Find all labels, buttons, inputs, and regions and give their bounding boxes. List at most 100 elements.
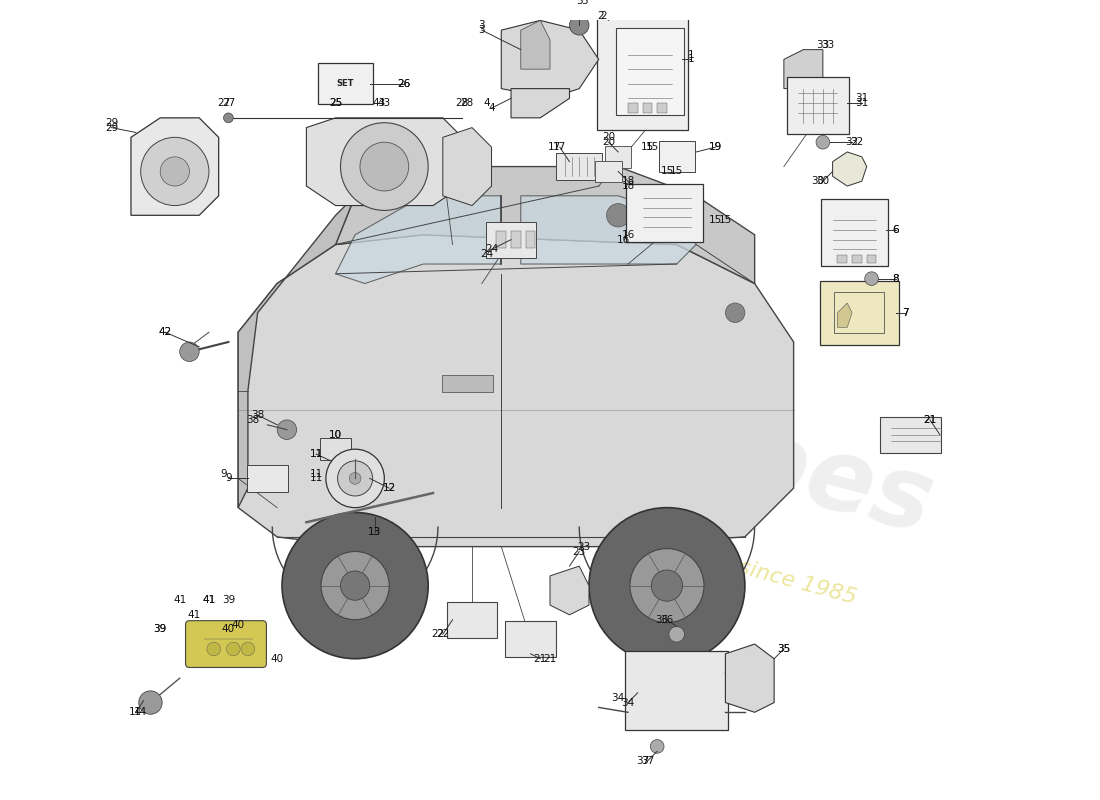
Text: 35: 35 <box>778 644 791 654</box>
Polygon shape <box>502 20 598 98</box>
Text: 2: 2 <box>601 10 607 21</box>
Text: 42: 42 <box>158 327 172 338</box>
Circle shape <box>669 626 684 642</box>
Polygon shape <box>725 644 774 712</box>
FancyBboxPatch shape <box>605 146 631 167</box>
FancyBboxPatch shape <box>597 18 689 130</box>
Text: 15: 15 <box>660 166 673 177</box>
Text: 27: 27 <box>222 98 235 108</box>
Text: 33: 33 <box>821 40 835 50</box>
Text: 18: 18 <box>621 181 635 191</box>
Text: 3: 3 <box>478 20 485 30</box>
Polygon shape <box>550 566 588 615</box>
Text: SET: SET <box>337 79 354 88</box>
Text: 22: 22 <box>431 630 444 639</box>
FancyBboxPatch shape <box>659 142 695 173</box>
Text: 14: 14 <box>129 707 143 718</box>
Circle shape <box>179 342 199 362</box>
Text: 8: 8 <box>892 274 900 284</box>
Polygon shape <box>239 196 355 508</box>
Text: 27: 27 <box>217 98 230 108</box>
FancyBboxPatch shape <box>616 28 683 115</box>
Text: 41: 41 <box>202 595 216 606</box>
Circle shape <box>725 303 745 322</box>
Circle shape <box>241 642 255 656</box>
Polygon shape <box>131 118 219 215</box>
FancyBboxPatch shape <box>595 161 621 182</box>
Polygon shape <box>512 89 570 118</box>
Polygon shape <box>336 196 502 283</box>
Text: 15: 15 <box>641 142 654 152</box>
Text: 37: 37 <box>641 756 654 766</box>
Text: 43: 43 <box>373 98 386 108</box>
Text: 11: 11 <box>309 469 322 478</box>
Text: 38: 38 <box>246 415 260 425</box>
Text: 1: 1 <box>688 54 694 64</box>
Text: 19: 19 <box>710 142 723 152</box>
Text: 1: 1 <box>688 50 694 59</box>
Text: 15: 15 <box>646 142 659 152</box>
Text: 11: 11 <box>309 474 322 483</box>
FancyBboxPatch shape <box>246 466 288 491</box>
Text: 21: 21 <box>923 415 937 425</box>
Text: 38: 38 <box>251 410 264 420</box>
FancyBboxPatch shape <box>880 417 940 453</box>
Circle shape <box>570 15 589 35</box>
FancyBboxPatch shape <box>486 222 537 258</box>
Text: 39: 39 <box>154 625 167 634</box>
Text: 41: 41 <box>173 595 186 606</box>
FancyBboxPatch shape <box>626 184 703 242</box>
Text: 31: 31 <box>855 98 869 108</box>
Text: 17: 17 <box>553 142 566 152</box>
FancyBboxPatch shape <box>821 198 888 266</box>
Text: 26: 26 <box>397 78 410 89</box>
Text: 21: 21 <box>543 654 557 664</box>
Polygon shape <box>520 196 696 264</box>
Circle shape <box>651 570 682 602</box>
Circle shape <box>341 571 370 600</box>
Text: 37: 37 <box>636 756 649 766</box>
Text: 43: 43 <box>377 98 390 108</box>
Text: 15: 15 <box>670 166 683 177</box>
Text: 19: 19 <box>710 142 723 152</box>
Text: 7: 7 <box>902 308 909 318</box>
Text: 10: 10 <box>329 430 342 439</box>
Text: 6: 6 <box>892 225 900 235</box>
Text: 12: 12 <box>383 483 396 493</box>
FancyBboxPatch shape <box>852 255 861 263</box>
Text: 12: 12 <box>383 483 396 493</box>
Circle shape <box>650 739 664 754</box>
Text: 40: 40 <box>222 625 235 634</box>
Text: 5: 5 <box>576 0 583 6</box>
Text: 25: 25 <box>329 98 342 108</box>
FancyBboxPatch shape <box>867 255 877 263</box>
Text: 31: 31 <box>855 94 869 103</box>
Text: 41: 41 <box>188 610 201 620</box>
Text: 39: 39 <box>154 625 167 634</box>
Text: 32: 32 <box>850 138 864 147</box>
Circle shape <box>350 473 361 484</box>
Polygon shape <box>837 303 852 327</box>
Polygon shape <box>239 234 793 546</box>
Text: 24: 24 <box>485 245 498 254</box>
Circle shape <box>341 122 428 210</box>
Text: 20: 20 <box>602 132 615 142</box>
FancyBboxPatch shape <box>186 621 266 667</box>
Circle shape <box>277 420 297 439</box>
Text: 24: 24 <box>480 250 493 259</box>
Text: 36: 36 <box>656 614 669 625</box>
Circle shape <box>141 138 209 206</box>
Text: 17: 17 <box>548 142 561 152</box>
Text: 40: 40 <box>271 654 284 664</box>
Text: 15: 15 <box>710 215 723 225</box>
FancyBboxPatch shape <box>526 231 536 248</box>
Circle shape <box>588 508 745 663</box>
Text: a passion for Porsche since 1985: a passion for Porsche since 1985 <box>498 494 858 608</box>
Circle shape <box>326 449 384 508</box>
Text: 5: 5 <box>581 0 587 6</box>
FancyBboxPatch shape <box>820 281 899 345</box>
Circle shape <box>207 642 221 656</box>
Text: 36: 36 <box>660 614 673 625</box>
Circle shape <box>606 204 630 227</box>
Text: 21: 21 <box>923 415 937 425</box>
